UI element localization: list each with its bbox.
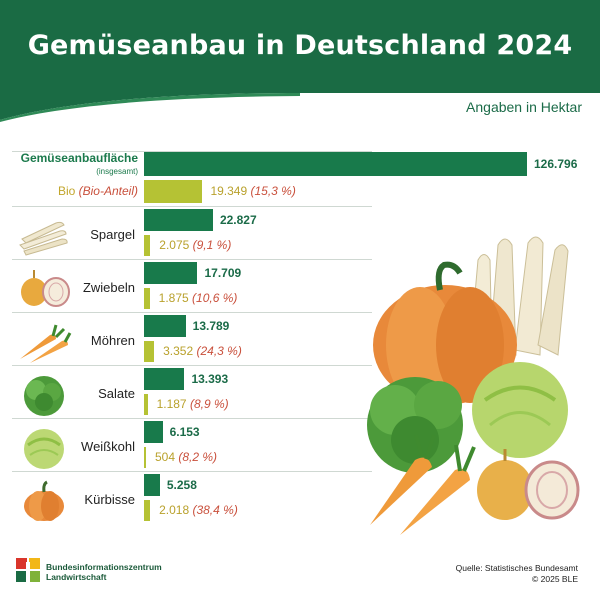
bio-value: 3.352 [163, 344, 194, 358]
illustration-copyright: © BLE [575, 376, 584, 400]
source-note: Quelle: Statistisches Bundesamt © 2025 B… [456, 563, 578, 585]
lettuce-icon [24, 376, 64, 416]
bio-share: (9,1 %) [189, 238, 232, 252]
bio-share: (38,4 %) [189, 503, 238, 517]
total-value-label: 126.796 [534, 157, 578, 171]
row-divider [12, 471, 372, 472]
logo-line1: Bundesinformationszentrum [46, 562, 162, 572]
logo-line2: Landwirtschaft [46, 572, 107, 582]
bio-value: 1.187 [156, 397, 187, 411]
onion-illustration [477, 449, 580, 520]
row-divider [12, 365, 372, 366]
bio-bar [144, 394, 148, 415]
page-title: Gemüseanbau in Deutschland 2024 [27, 30, 573, 61]
bio-value-label: 504 (8,2 %) [155, 450, 217, 464]
bio-value-label: 2.075 (9,1 %) [159, 238, 231, 252]
onion-icon [21, 270, 70, 307]
bio-bar [144, 235, 151, 256]
total-bar [144, 152, 527, 176]
category-bar [144, 315, 186, 337]
category-label: Zwiebeln [82, 280, 135, 295]
lettuce-illustration [367, 377, 463, 473]
bio-bar [144, 447, 146, 468]
bio-bar [144, 500, 151, 521]
category-label: Möhren [90, 333, 135, 348]
bio-value: 2.075 [159, 238, 190, 252]
category-bar [144, 209, 213, 231]
carrot-icon [20, 324, 72, 363]
cabbage-icon [24, 429, 64, 469]
total-bio-value-label: 19.349 (15,3 %) [210, 184, 295, 198]
category-bar [144, 368, 185, 390]
bio-share: (10,6 %) [188, 291, 238, 305]
category-value-label: 5.258 [166, 478, 197, 492]
bio-value-label: 3.352 (24,3 %) [163, 344, 242, 358]
bio-label-note: (Bio-Anteil) [78, 184, 138, 198]
category-value-label: 22.827 [219, 213, 257, 227]
asparagus-icon [19, 221, 68, 256]
category-value-label: 17.709 [204, 266, 242, 280]
header-shape [0, 0, 600, 122]
row-divider [12, 259, 372, 260]
bio-value-label: 1.187 (8,9 %) [157, 397, 229, 411]
unit-label: Angaben in Hektar [466, 99, 582, 115]
category-label: Kürbisse [84, 492, 135, 507]
bio-value-label: 1.875 (10,6 %) [159, 291, 238, 305]
bio-value: 1.875 [158, 291, 189, 305]
category-label: Weißkohl [81, 439, 135, 454]
cabbage-illustration [472, 362, 568, 458]
bio-label-text: Bio [57, 184, 76, 198]
bio-bar [144, 288, 150, 309]
row-divider [12, 151, 372, 152]
total-bio-bar [144, 180, 203, 203]
pumpkin-illustration [373, 261, 517, 405]
bio-value-label: 2.018 (38,4 %) [159, 503, 238, 517]
bio-value: 504 [155, 450, 176, 464]
total-bio-value: 19.349 [210, 184, 248, 198]
total-label: Gemüseanbaufläche (insgesamt) [21, 152, 138, 178]
copyright-text: © 2025 BLE [532, 574, 578, 584]
category-value-label: 6.153 [169, 425, 200, 439]
bio-share: (24,3 %) [193, 344, 242, 358]
bio-bar [144, 341, 155, 362]
total-bio-share: (15,3 %) [250, 184, 296, 198]
category-bar [144, 421, 163, 443]
bio-share: (8,9 %) [186, 397, 229, 411]
row-divider [12, 312, 372, 313]
vegetable-illustration [367, 236, 580, 535]
total-sublabel: (insgesamt) [96, 167, 138, 176]
pumpkin-icon [24, 480, 64, 521]
row-divider [12, 418, 372, 419]
category-value-label: 13.393 [191, 372, 229, 386]
carrot-illustration [370, 434, 476, 535]
bio-share: (8,2 %) [175, 450, 218, 464]
category-value-label: 13.789 [192, 319, 230, 333]
row-divider [12, 206, 372, 207]
category-label: Salate [98, 386, 135, 401]
category-bar [144, 474, 160, 496]
source-text: Quelle: Statistisches Bundesamt [455, 563, 578, 573]
logo-text: Bundesinformationszentrum Landwirtschaft [46, 562, 162, 582]
bzl-logo-icon [16, 558, 40, 582]
bio-label: Bio (Bio-Anteil) [58, 184, 138, 198]
total-label-text: Gemüseanbaufläche [20, 151, 138, 165]
category-label: Spargel [90, 227, 135, 242]
bio-value: 2.018 [159, 503, 190, 517]
category-bar [144, 262, 198, 284]
header-banner [0, 0, 600, 122]
